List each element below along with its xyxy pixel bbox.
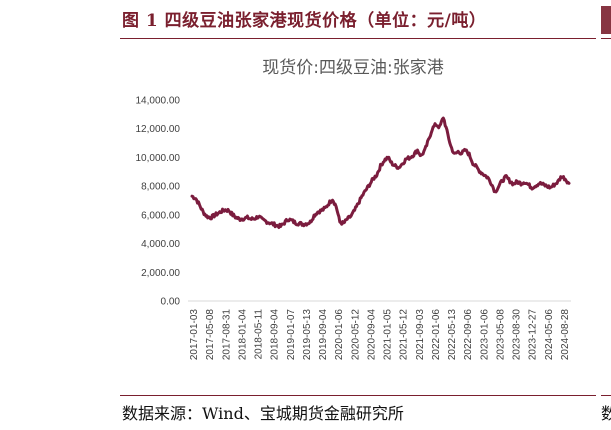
- x-tick-label: 2020-09-04: [366, 309, 377, 361]
- x-tick-label: 2021-05-12: [399, 309, 410, 361]
- y-tick-label: 2,000.00: [141, 268, 180, 279]
- chart-canvas: 现货价:四级豆油:张家港 0.00 2,000.00 4,000.00 6,000.0…: [136, 58, 571, 361]
- x-tick-label: 2017-05-08: [205, 309, 216, 361]
- x-tick-label: 2024-05-06: [544, 309, 555, 361]
- adjacent-divider-bottom: [601, 395, 611, 396]
- x-tick-label: 2022-09-06: [463, 309, 474, 361]
- series-layer: [190, 116, 571, 229]
- x-axis: 2017-01-03 2017-05-08 2017-08-31 2018-01-04…: [188, 300, 571, 361]
- y-axis: 0.00 2,000.00 4,000.00 6,000.00 8,000.00 10,0…: [136, 96, 181, 308]
- x-tick-label: 2021-09-03: [415, 309, 426, 361]
- y-tick-label: 8,000.00: [141, 182, 180, 193]
- x-tick-label: 2019-09-04: [318, 309, 329, 361]
- x-tick-label: 2022-05-13: [447, 309, 458, 361]
- y-tick-label: 4,000.00: [141, 239, 180, 250]
- x-tick-label: 2018-01-04: [237, 309, 248, 361]
- x-tick-label: 2018-05-11: [254, 309, 265, 360]
- y-tick-label: 14,000.00: [136, 96, 181, 107]
- y-tick-label: 12,000.00: [136, 124, 181, 135]
- x-tick-label: 2021-01-05: [383, 309, 394, 361]
- x-tick-label: 2023-01-06: [479, 309, 490, 361]
- x-tick-label: 2024-08-28: [560, 309, 571, 361]
- x-tick-label: 2023-12-27: [528, 309, 539, 361]
- x-tick-label: 2019-01-07: [286, 309, 297, 361]
- x-tick-label: 2017-01-03: [189, 309, 200, 361]
- adjacent-divider-top: [601, 38, 611, 39]
- x-tick-label: 2020-05-12: [350, 309, 361, 361]
- x-tick-label: 2022-01-06: [431, 309, 442, 361]
- x-tick-label: 2020-01-06: [334, 309, 345, 361]
- x-tick-label: 2019-05-13: [302, 309, 313, 361]
- x-tick-label: 2018-09-04: [270, 309, 281, 361]
- y-tick-label: 0.00: [161, 297, 181, 308]
- series-line-zhangjiagang-grade4-soybean-oil: [190, 116, 571, 229]
- title-divider: [120, 38, 596, 39]
- adjacent-source-fragment: 数: [601, 404, 611, 423]
- y-tick-label: 10,000.00: [136, 153, 181, 164]
- chart-title: 现货价:四级豆油:张家港: [262, 58, 443, 78]
- x-tick-label: 2017-08-31: [221, 309, 232, 361]
- source-divider: [120, 395, 596, 396]
- x-tick-label: 2023-05-08: [495, 309, 506, 361]
- data-source: 数据来源：Wind、宝城期货金融研究所: [122, 404, 404, 423]
- x-tick-label: 2023-08-30: [512, 309, 523, 361]
- y-tick-label: 6,000.00: [141, 210, 180, 221]
- figure-title: 图 1 四级豆油张家港现货价格（单位：元/吨）: [122, 11, 487, 31]
- adjacent-figure-fragment: [601, 6, 611, 34]
